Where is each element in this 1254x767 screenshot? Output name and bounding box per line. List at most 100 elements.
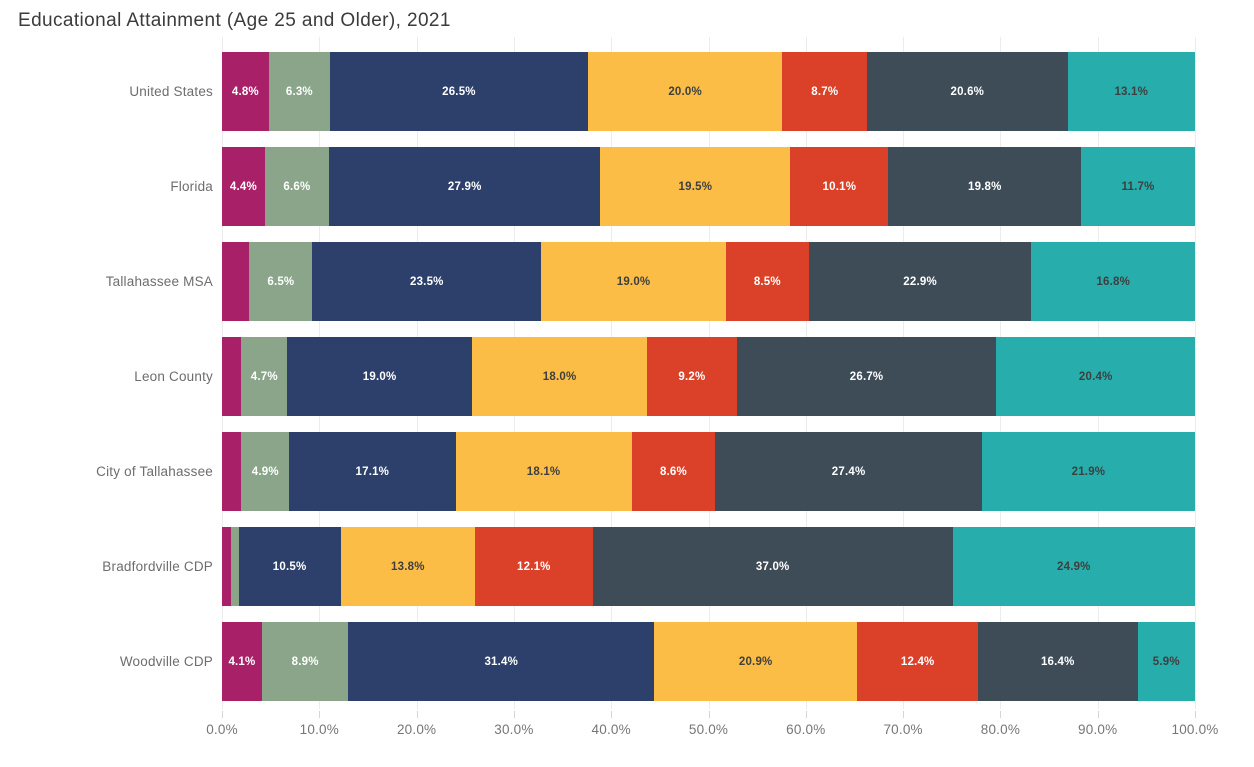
bar-row: 4.1% 8.9% 31.4% 20.9% 12.4% 16.4% 5.9% bbox=[222, 614, 1195, 709]
bar-segment[interactable]: 26.5% bbox=[330, 52, 588, 131]
bar-segment[interactable]: 12.4% bbox=[857, 622, 978, 701]
bar-segment[interactable]: 19.8% bbox=[888, 147, 1082, 226]
bar-segment[interactable]: 19.5% bbox=[600, 147, 791, 226]
stacked-bar: 6.5% 23.5% 19.0% 8.5% 22.9% 16.8% bbox=[222, 242, 1195, 321]
segment-label: 12.1% bbox=[517, 560, 551, 573]
axis-tick bbox=[1097, 711, 1099, 718]
bar-segment[interactable]: 4.7% bbox=[241, 337, 288, 416]
bar-segment[interactable]: 12.1% bbox=[474, 527, 593, 606]
bar-segment[interactable]: 21.9% bbox=[981, 432, 1195, 511]
segment-label: 20.4% bbox=[1078, 370, 1113, 383]
bar-segment[interactable]: 8.5% bbox=[725, 242, 809, 321]
segment-label: 22.9% bbox=[903, 275, 937, 288]
segment-label: 26.5% bbox=[442, 85, 476, 98]
segment-label: 6.5% bbox=[267, 275, 295, 288]
bar-segment[interactable]: 16.8% bbox=[1031, 242, 1195, 321]
bar-segment[interactable]: 19.0% bbox=[541, 242, 726, 321]
segment-label: 12.4% bbox=[900, 655, 935, 668]
bar-segment[interactable]: 18.0% bbox=[472, 337, 648, 416]
axis-tick-label: 70.0% bbox=[883, 722, 923, 737]
bar-segment[interactable] bbox=[230, 527, 239, 606]
bar-segment[interactable]: 10.5% bbox=[238, 527, 341, 606]
bar-segment[interactable]: 10.1% bbox=[790, 147, 889, 226]
bar-segment[interactable]: 27.9% bbox=[329, 147, 601, 226]
bar-segment[interactable] bbox=[222, 432, 242, 511]
bar-segment[interactable]: 16.4% bbox=[977, 622, 1138, 701]
segment-label: 20.6% bbox=[950, 85, 985, 98]
bar-segment[interactable]: 23.5% bbox=[312, 242, 542, 321]
bar-segment[interactable]: 20.0% bbox=[587, 52, 783, 131]
segment-label: 27.4% bbox=[831, 465, 866, 478]
bar-segment[interactable]: 8.7% bbox=[782, 52, 868, 131]
category-label: Florida bbox=[170, 179, 213, 194]
bar-segment[interactable] bbox=[222, 337, 242, 416]
bar-segment[interactable]: 22.9% bbox=[808, 242, 1032, 321]
bar-segment[interactable]: 37.0% bbox=[592, 527, 953, 606]
bar-segment[interactable]: 24.9% bbox=[952, 527, 1195, 606]
axis-tick bbox=[805, 711, 807, 718]
category-label: Leon County bbox=[134, 369, 213, 384]
bar-segment[interactable]: 6.3% bbox=[268, 52, 330, 131]
bar-segment[interactable]: 4.9% bbox=[241, 432, 290, 511]
stacked-bar: 10.5% 13.8% 12.1% 37.0% 24.9% bbox=[222, 527, 1195, 606]
bar-segment[interactable]: 31.4% bbox=[348, 622, 654, 701]
axis-tick bbox=[903, 711, 905, 718]
bar-segment[interactable]: 6.6% bbox=[264, 147, 329, 226]
bar-segment[interactable]: 6.5% bbox=[249, 242, 313, 321]
axis-tick bbox=[416, 711, 418, 718]
category-label: Woodville CDP bbox=[119, 654, 213, 669]
bar-row: 4.8% 6.3% 26.5% 20.0% 8.7% 20.6% 13.1% bbox=[222, 44, 1195, 139]
segment-label: 19.8% bbox=[967, 180, 1002, 193]
bar-segment[interactable]: 26.7% bbox=[736, 337, 997, 416]
segment-label: 4.1% bbox=[228, 655, 256, 668]
bar-segment[interactable]: 20.9% bbox=[654, 622, 858, 701]
bar-segment[interactable]: 13.1% bbox=[1067, 52, 1195, 131]
axis-tick bbox=[708, 711, 710, 718]
segment-label: 31.4% bbox=[484, 655, 519, 668]
bar-segment[interactable] bbox=[222, 242, 250, 321]
segment-label: 4.9% bbox=[251, 465, 279, 478]
bar-segment[interactable] bbox=[222, 527, 231, 606]
bar-segment[interactable]: 13.8% bbox=[340, 527, 475, 606]
bar-segment[interactable]: 11.7% bbox=[1081, 147, 1195, 226]
bar-segment[interactable]: 4.1% bbox=[222, 622, 262, 701]
bar-segment[interactable]: 4.4% bbox=[222, 147, 265, 226]
segment-label: 10.5% bbox=[272, 560, 307, 573]
segment-label: 4.7% bbox=[250, 370, 278, 383]
axis-tick bbox=[1000, 711, 1002, 718]
segment-label: 8.7% bbox=[811, 85, 839, 98]
bar-segment[interactable]: 20.4% bbox=[996, 337, 1195, 416]
axis-tick bbox=[513, 711, 515, 718]
segment-label: 20.0% bbox=[668, 85, 702, 98]
segment-label: 13.1% bbox=[1114, 85, 1149, 98]
bar-segment[interactable]: 8.6% bbox=[631, 432, 716, 511]
axis-tick-label: 60.0% bbox=[786, 722, 826, 737]
axis-tick bbox=[222, 711, 223, 718]
stacked-bar: 4.8% 6.3% 26.5% 20.0% 8.7% 20.6% 13.1% bbox=[222, 52, 1195, 131]
bar-segment[interactable]: 17.1% bbox=[289, 432, 456, 511]
bar-segment[interactable]: 18.1% bbox=[455, 432, 632, 511]
chart-title: Educational Attainment (Age 25 and Older… bbox=[18, 10, 451, 31]
bar-segment[interactable]: 4.8% bbox=[222, 52, 269, 131]
bar-row: 10.5% 13.8% 12.1% 37.0% 24.9% bbox=[222, 519, 1195, 614]
axis-tick bbox=[319, 711, 321, 718]
chart-page: Educational Attainment (Age 25 and Older… bbox=[0, 10, 1254, 767]
axis-tick-label: 30.0% bbox=[494, 722, 534, 737]
bar-segment[interactable]: 5.9% bbox=[1137, 622, 1195, 701]
bar-segment[interactable]: 19.0% bbox=[287, 337, 473, 416]
bar-rows: 4.8% 6.3% 26.5% 20.0% 8.7% 20.6% 13.1% 4.4% 6.6%… bbox=[222, 44, 1195, 709]
bar-segment[interactable]: 20.6% bbox=[867, 52, 1068, 131]
segment-label: 6.6% bbox=[283, 180, 311, 193]
segment-label: 27.9% bbox=[447, 180, 482, 193]
bar-segment[interactable]: 9.2% bbox=[647, 337, 737, 416]
segment-label: 8.9% bbox=[291, 655, 319, 668]
segment-label: 21.9% bbox=[1071, 465, 1106, 478]
axis-tick-label: 20.0% bbox=[396, 722, 437, 737]
bar-row: 4.4% 6.6% 27.9% 19.5% 10.1% 19.8% 11.7% bbox=[222, 139, 1195, 234]
axis-tick-label: 90.0% bbox=[1078, 722, 1118, 737]
plot-area: 4.8% 6.3% 26.5% 20.0% 8.7% 20.6% 13.1% 4.4% 6.6%… bbox=[222, 37, 1196, 709]
segment-label: 13.8% bbox=[391, 560, 425, 573]
bar-segment[interactable]: 8.9% bbox=[261, 622, 349, 701]
bar-segment[interactable]: 27.4% bbox=[715, 432, 982, 511]
stacked-bar: 4.7% 19.0% 18.0% 9.2% 26.7% 20.4% bbox=[222, 337, 1195, 416]
